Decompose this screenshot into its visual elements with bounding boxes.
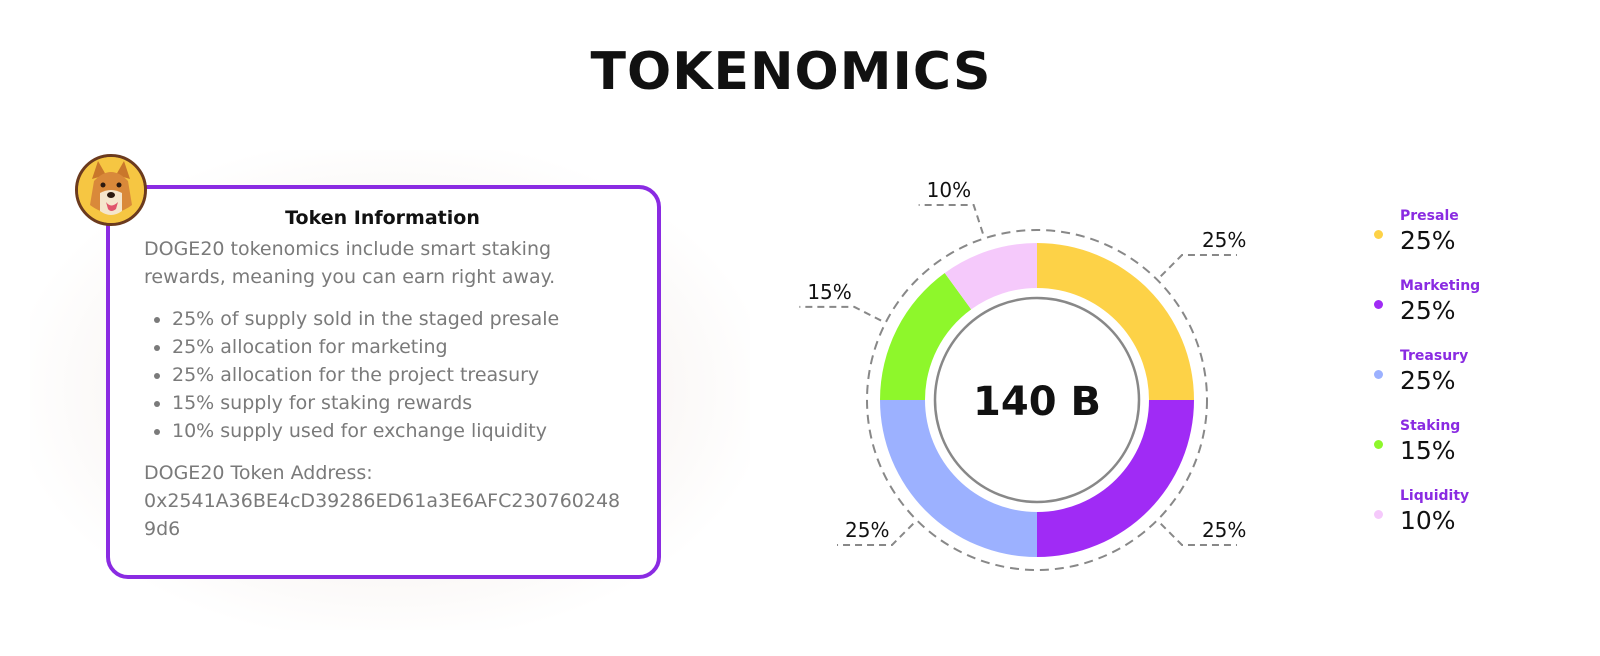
legend-item-treasury: Treasury 25% (1370, 346, 1570, 416)
token-info-card: Token Information DOGE20 tokenomics incl… (106, 185, 661, 579)
list-item: 15% supply for staking rewards (172, 389, 621, 417)
legend-dot-presale (1374, 230, 1383, 239)
slice-treasury (880, 400, 1037, 557)
legend-item-presale: Presale 25% (1370, 206, 1570, 276)
legend-value: 25% (1400, 366, 1456, 395)
legend-name: Marketing (1400, 278, 1481, 294)
leader-line-liquidity (918, 204, 984, 234)
legend-value: 25% (1400, 296, 1456, 325)
doge-avatar-icon (75, 154, 147, 226)
center-total-label: 140 B (973, 379, 1101, 425)
token-address-value[interactable]: 0x2541A36BE4cD39286ED61a3E6AFC2307602489… (144, 490, 621, 540)
slice-liquidity (944, 243, 1037, 310)
legend-value: 25% (1400, 226, 1456, 255)
chart-legend: Presale 25% Marketing 25% Treasury 25% S… (1370, 206, 1570, 556)
slice-label-treasury: 25% (845, 518, 889, 542)
legend-value: 15% (1400, 436, 1456, 465)
leader-line-marketing (1160, 523, 1237, 546)
legend-item-marketing: Marketing 25% (1370, 276, 1570, 346)
slice-staking (880, 272, 972, 400)
donut-svg: 25% 25% 25% 15% 10% 140 B (799, 178, 1246, 571)
legend-name: Liquidity (1400, 488, 1470, 504)
list-item: 25% allocation for marketing (172, 333, 621, 361)
list-item: 10% supply used for exchange liquidity (172, 417, 621, 445)
page-title: TOKENOMICS (590, 42, 992, 102)
slice-marketing (1037, 400, 1194, 557)
legend-dot-liquidity (1374, 510, 1383, 519)
doge-face-icon (78, 157, 144, 223)
legend-item-staking: Staking 15% (1370, 416, 1570, 486)
outer-dashed-ring (866, 229, 1208, 571)
list-item: 25% allocation for the project treasury (172, 361, 621, 389)
legend-dot-marketing (1374, 300, 1383, 309)
token-address-label: DOGE20 Token Address: (144, 462, 373, 484)
legend-value: 10% (1400, 506, 1456, 535)
slice-presale (1037, 243, 1194, 400)
tokenomics-donut-chart: 25% 25% 25% 15% 10% 140 B (799, 178, 1280, 600)
card-heading: Token Information (285, 207, 480, 229)
leader-line-staking (799, 305, 882, 322)
list-item: 25% of supply sold in the staged presale (172, 305, 621, 333)
leader-layer: 25% 25% 25% 15% 10% (799, 178, 1246, 546)
legend-name: Staking (1400, 418, 1461, 434)
inner-circle (933, 296, 1141, 504)
card-intro: DOGE20 tokenomics include smart staking … (144, 238, 556, 288)
legend-dot-staking (1374, 440, 1383, 449)
allocation-list: 25% of supply sold in the staged presale… (144, 305, 621, 445)
slice-label-liquidity: 10% (927, 178, 971, 202)
slice-layer (880, 243, 1194, 557)
legend-name: Treasury (1400, 348, 1469, 364)
leader-line-presale (1160, 254, 1237, 277)
leader-line-treasury (837, 523, 914, 546)
slice-label-marketing: 25% (1202, 518, 1246, 542)
legend-item-liquidity: Liquidity 10% (1370, 486, 1570, 556)
slice-label-staking: 15% (807, 280, 851, 304)
legend-name: Presale (1400, 208, 1459, 224)
slice-label-presale: 25% (1202, 228, 1246, 252)
legend-dot-treasury (1374, 370, 1383, 379)
